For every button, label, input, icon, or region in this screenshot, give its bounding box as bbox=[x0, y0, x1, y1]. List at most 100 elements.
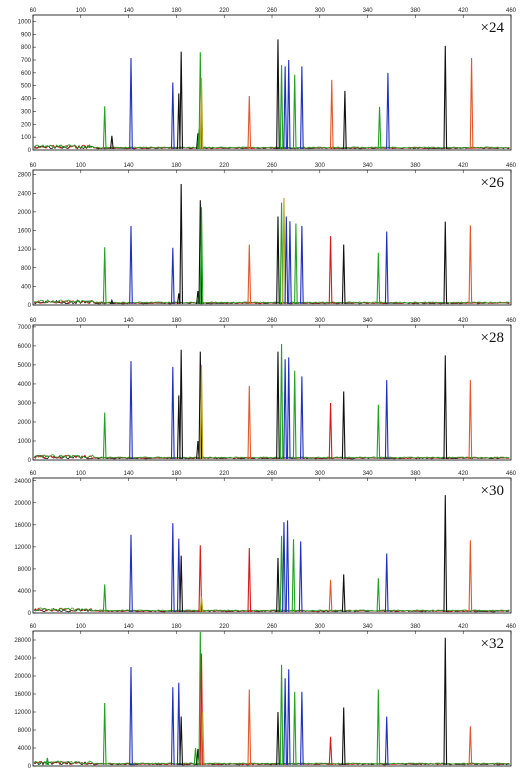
x-tick-label: 380 bbox=[410, 624, 421, 630]
peak bbox=[247, 689, 252, 766]
peak bbox=[279, 535, 284, 613]
x-tick-label: 140 bbox=[124, 471, 135, 477]
x-tick-label: 380 bbox=[410, 318, 421, 324]
peak bbox=[110, 298, 114, 305]
peak bbox=[129, 361, 133, 460]
peak bbox=[328, 736, 333, 766]
x-tick-label: 260 bbox=[267, 318, 278, 324]
peak bbox=[282, 197, 286, 305]
x-tick-label: 260 bbox=[267, 624, 278, 630]
x-tick-label: 180 bbox=[171, 8, 182, 14]
x-tick-label: 220 bbox=[219, 163, 230, 169]
y-tick-label: 2000 bbox=[18, 420, 32, 426]
peak bbox=[292, 370, 297, 460]
peak bbox=[376, 578, 381, 613]
x-tick-label: 460 bbox=[506, 624, 517, 630]
cycle-label: ×32 bbox=[481, 636, 504, 652]
peak bbox=[300, 376, 304, 460]
peak bbox=[279, 65, 284, 150]
y-tick-label: 4000 bbox=[18, 746, 32, 752]
peak bbox=[279, 202, 284, 305]
y-tick-label: 0 bbox=[28, 458, 32, 464]
y-tick-label: 500 bbox=[21, 84, 32, 90]
peak bbox=[376, 689, 381, 766]
x-tick-label: 100 bbox=[76, 318, 87, 324]
x-tick-label: 260 bbox=[267, 8, 278, 14]
y-tick-label: 1600 bbox=[18, 229, 32, 235]
x-tick-label: 60 bbox=[30, 318, 37, 324]
x-tick-label: 100 bbox=[76, 624, 87, 630]
peak bbox=[179, 555, 184, 613]
peak bbox=[284, 216, 289, 305]
y-tick-label: 1200 bbox=[18, 247, 32, 253]
y-tick-label: 4000 bbox=[18, 589, 32, 595]
y-tick-label: 800 bbox=[21, 45, 32, 51]
y-tick-label: 900 bbox=[21, 32, 32, 38]
baseline-trace-green bbox=[33, 607, 510, 612]
peak bbox=[328, 236, 333, 305]
peak bbox=[328, 579, 333, 613]
peak bbox=[179, 716, 184, 766]
peak bbox=[176, 682, 181, 766]
peak bbox=[199, 207, 204, 305]
peak bbox=[443, 355, 448, 460]
peak bbox=[300, 66, 304, 150]
peak bbox=[443, 637, 448, 766]
y-tick-label: 4000 bbox=[18, 382, 32, 388]
peak bbox=[341, 391, 346, 460]
x-tick-label: 460 bbox=[506, 318, 517, 324]
y-tick-label: 800 bbox=[21, 266, 32, 272]
peak bbox=[199, 596, 204, 613]
y-tick-label: 0 bbox=[28, 303, 32, 309]
peak bbox=[199, 364, 204, 460]
y-tick-label: 24000 bbox=[14, 479, 31, 485]
x-tick-label: 60 bbox=[30, 624, 37, 630]
x-tick-label: 180 bbox=[171, 318, 182, 324]
baseline-trace-green bbox=[33, 299, 510, 304]
peak bbox=[468, 380, 473, 460]
peak bbox=[276, 557, 280, 613]
plot-frame bbox=[32, 14, 512, 151]
peak bbox=[102, 702, 107, 766]
x-tick-label: 460 bbox=[506, 471, 517, 477]
y-tick-label: 20000 bbox=[14, 674, 31, 680]
x-tick-label: 140 bbox=[124, 318, 135, 324]
peak bbox=[298, 541, 303, 613]
y-tick-label: 200 bbox=[21, 122, 32, 128]
y-tick-label: 600 bbox=[21, 71, 32, 77]
peak bbox=[193, 747, 198, 766]
y-tick-label: 12000 bbox=[14, 710, 31, 716]
x-tick-label: 460 bbox=[506, 8, 517, 14]
peak bbox=[294, 223, 298, 305]
x-tick-label: 380 bbox=[410, 8, 421, 14]
x-tick-label: 140 bbox=[124, 8, 135, 14]
peak bbox=[286, 669, 291, 766]
x-tick-label: 60 bbox=[30, 163, 37, 169]
peak bbox=[300, 225, 304, 305]
x-tick-label: 300 bbox=[315, 8, 326, 14]
peak bbox=[443, 495, 448, 613]
cycle-label: ×28 bbox=[481, 330, 504, 346]
peak bbox=[198, 545, 203, 613]
y-tick-label: 6000 bbox=[18, 344, 32, 350]
baseline-trace-green bbox=[33, 454, 510, 459]
y-tick-label: 700 bbox=[21, 58, 32, 64]
peak bbox=[102, 584, 107, 613]
peak bbox=[328, 402, 333, 460]
x-tick-label: 420 bbox=[458, 8, 469, 14]
y-tick-label: 28000 bbox=[14, 638, 31, 644]
x-tick-label: 100 bbox=[76, 163, 87, 169]
peak bbox=[283, 359, 287, 460]
peak bbox=[279, 664, 284, 766]
x-tick-label: 220 bbox=[219, 624, 230, 630]
peak bbox=[384, 716, 389, 766]
panel-1: 60 100 140 180 220 260 300 340 380 420 460 0 100 200 3… bbox=[18, 8, 517, 154]
peak bbox=[247, 547, 252, 613]
peak bbox=[469, 58, 474, 150]
peak bbox=[282, 522, 286, 613]
peak bbox=[129, 534, 133, 613]
x-tick-label: 380 bbox=[410, 471, 421, 477]
peak bbox=[170, 523, 175, 613]
peak bbox=[468, 726, 473, 766]
